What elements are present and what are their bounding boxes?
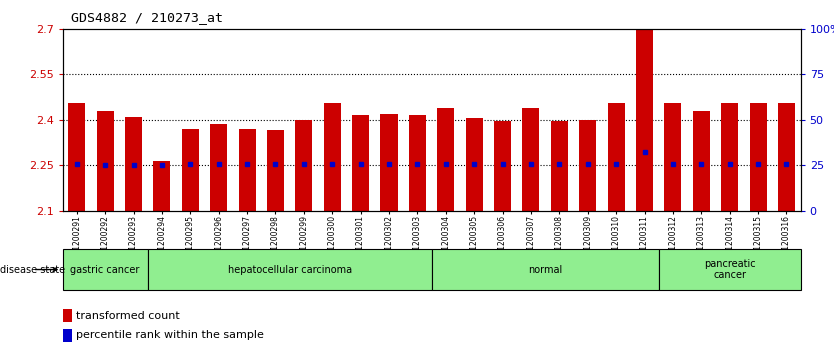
Bar bbox=[97, 111, 113, 211]
Bar bbox=[267, 130, 284, 211]
Bar bbox=[465, 118, 483, 211]
Bar bbox=[68, 103, 85, 211]
Bar bbox=[210, 125, 227, 211]
Text: GDS4882 / 210273_at: GDS4882 / 210273_at bbox=[71, 11, 223, 24]
Bar bbox=[63, 309, 72, 322]
Text: percentile rank within the sample: percentile rank within the sample bbox=[76, 330, 264, 340]
Bar bbox=[721, 103, 738, 211]
Text: normal: normal bbox=[528, 265, 562, 274]
FancyBboxPatch shape bbox=[432, 249, 659, 290]
Text: transformed count: transformed count bbox=[76, 311, 180, 321]
Bar bbox=[239, 129, 255, 211]
Text: hepatocellular carcinoma: hepatocellular carcinoma bbox=[228, 265, 352, 274]
Bar bbox=[380, 114, 398, 211]
Bar bbox=[125, 117, 142, 211]
Bar bbox=[494, 121, 511, 211]
Bar bbox=[693, 111, 710, 211]
Bar bbox=[153, 160, 170, 211]
Bar bbox=[437, 108, 455, 211]
Text: disease state: disease state bbox=[0, 265, 65, 274]
FancyBboxPatch shape bbox=[659, 249, 801, 290]
Bar bbox=[550, 121, 568, 211]
Bar bbox=[182, 129, 198, 211]
Bar bbox=[522, 108, 540, 211]
Bar bbox=[63, 329, 72, 342]
Bar bbox=[665, 103, 681, 211]
Bar bbox=[409, 115, 426, 211]
Bar bbox=[750, 103, 766, 211]
Text: gastric cancer: gastric cancer bbox=[70, 265, 140, 274]
Bar bbox=[295, 120, 313, 211]
Bar bbox=[352, 115, 369, 211]
Bar bbox=[778, 103, 795, 211]
FancyBboxPatch shape bbox=[148, 249, 432, 290]
FancyBboxPatch shape bbox=[63, 249, 148, 290]
Bar bbox=[608, 103, 625, 211]
Text: pancreatic
cancer: pancreatic cancer bbox=[704, 259, 756, 280]
Bar bbox=[579, 120, 596, 211]
Bar bbox=[636, 29, 653, 211]
Bar bbox=[324, 103, 341, 211]
